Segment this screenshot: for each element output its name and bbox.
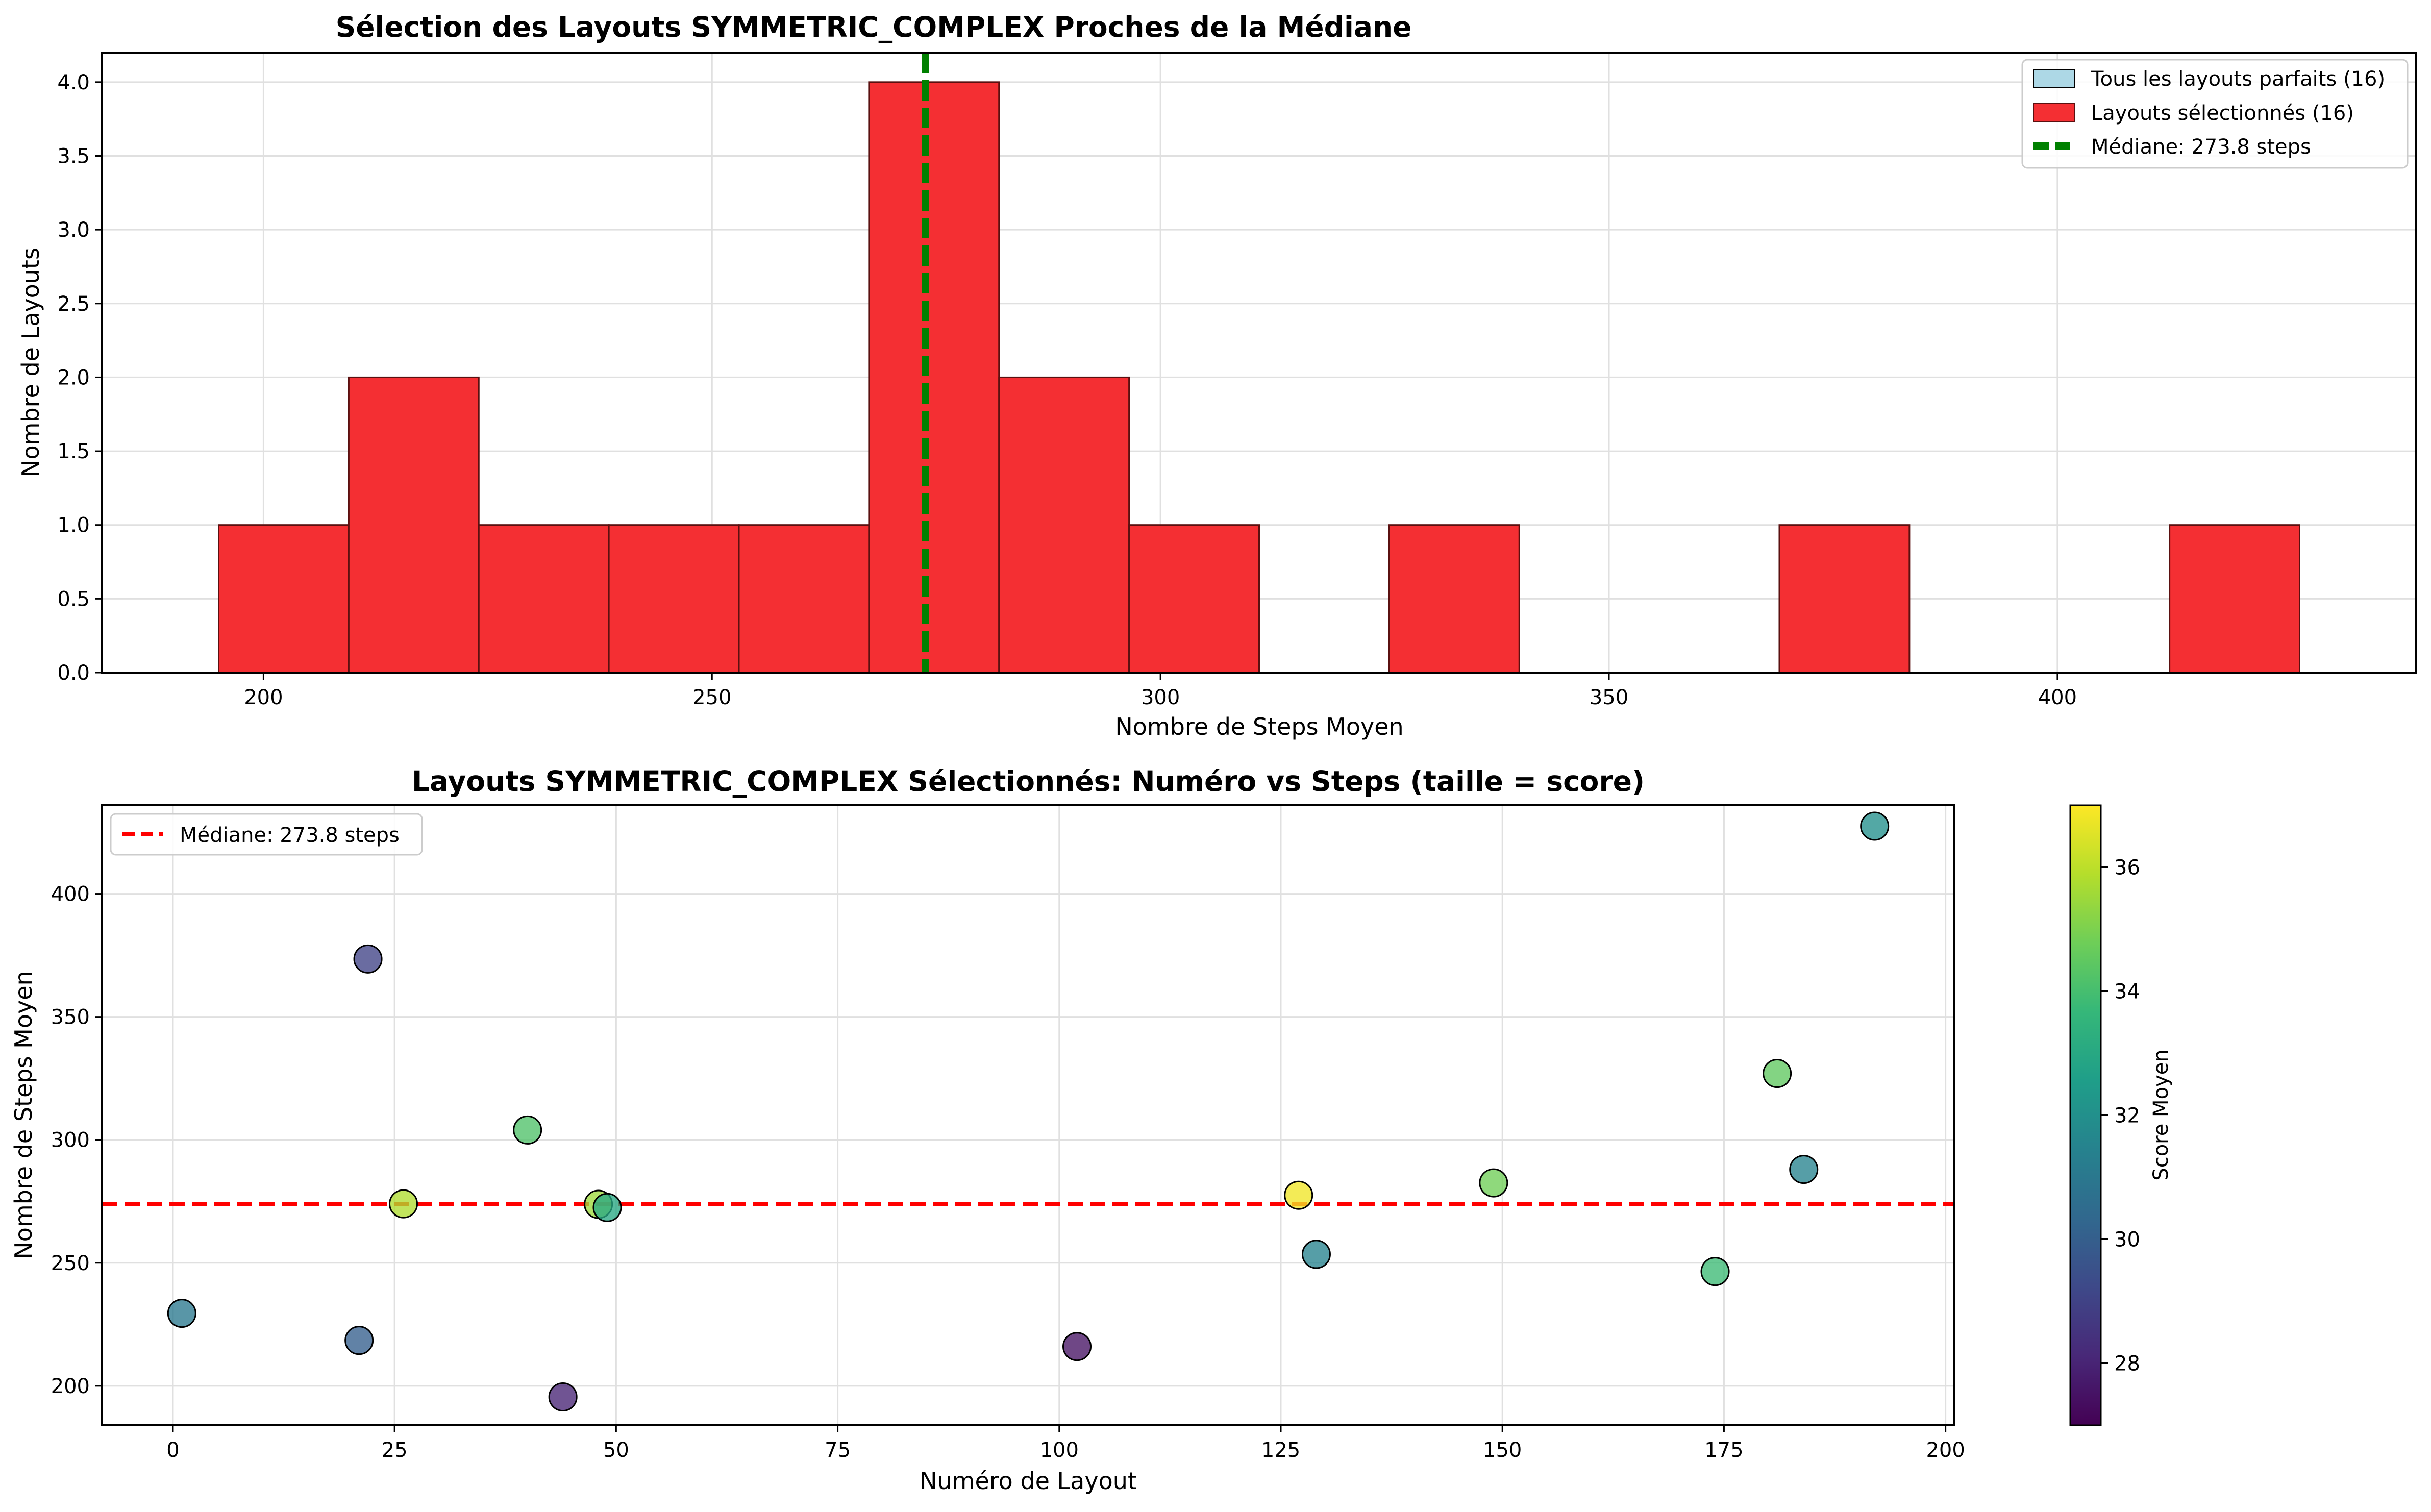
- x-tick-label: 300: [1141, 686, 1180, 709]
- histogram-bar: [738, 524, 870, 674]
- y-tick-label: 300: [51, 1129, 90, 1152]
- legend-label-median-bottom: Médiane: 273.8 steps: [180, 824, 400, 847]
- histogram-bar: [608, 524, 740, 674]
- scatter-legend: Médiane: 273.8 steps: [110, 813, 423, 856]
- histogram-bars: [218, 81, 2300, 674]
- scatter-point: [1789, 1155, 1819, 1184]
- y-tick-label: 1.5: [57, 440, 90, 463]
- x-tick-label: 125: [1261, 1439, 1300, 1462]
- y-tick-label: 350: [51, 1006, 90, 1029]
- y-tick-label: 400: [51, 883, 90, 906]
- scatter-plot-frame: [101, 804, 1955, 1426]
- y-tick-label: 2.0: [57, 366, 90, 389]
- histogram-legend: Tous les layouts parfaits (16) Layouts s…: [2021, 59, 2409, 169]
- x-tick-label: 350: [1590, 686, 1628, 709]
- scatter-point: [592, 1193, 622, 1222]
- histogram-bar: [998, 376, 1130, 674]
- y-tick-label: 4.0: [57, 71, 90, 94]
- legend-label-all-layouts: Tous les layouts parfaits (16): [2091, 67, 2385, 91]
- legend-label-selected-layouts: Layouts sélectionnés (16): [2091, 102, 2354, 125]
- scatter-point: [1700, 1257, 1730, 1286]
- histogram-plot-frame: [101, 52, 2417, 674]
- scatter-point: [353, 944, 383, 974]
- colorbar-tick-label: 34: [2114, 980, 2140, 1004]
- scatter-point: [344, 1326, 374, 1355]
- y-tick-label: 0.0: [57, 661, 90, 685]
- colorbar-tick-label: 30: [2114, 1228, 2140, 1252]
- x-tick-label: 75: [825, 1439, 851, 1462]
- colorbar: [2069, 804, 2102, 1426]
- histogram-bar: [2169, 524, 2300, 674]
- x-tick-label: 100: [1040, 1439, 1079, 1462]
- scatter-y-axis-label: Nombre de Steps Moyen: [10, 971, 37, 1259]
- scatter-point: [167, 1299, 196, 1328]
- x-tick-label: 0: [166, 1439, 179, 1462]
- scatter-point: [1763, 1059, 1792, 1088]
- histogram-panel: Sélection des Layouts SYMMETRIC_COMPLEX …: [17, 11, 2417, 740]
- histogram-legend-box: [2021, 59, 2409, 169]
- histogram-bar: [1128, 524, 1260, 674]
- colorbar-tick-label: 32: [2114, 1104, 2140, 1128]
- scatter-panel: Layouts SYMMETRIC_COMPLEX Sélectionnés: …: [10, 765, 2173, 1495]
- y-tick-label: 3.0: [57, 218, 90, 242]
- y-tick-label: 200: [51, 1375, 90, 1398]
- y-tick-label: 0.5: [57, 587, 90, 611]
- scatter-point: [1062, 1332, 1092, 1361]
- x-tick-label: 400: [2038, 686, 2077, 709]
- histogram-y-axis-label: Nombre de Layouts: [17, 247, 44, 477]
- y-tick-label: 3.5: [57, 145, 90, 168]
- x-tick-label: 50: [603, 1439, 629, 1462]
- scatter-point: [548, 1382, 578, 1412]
- colorbar-ticks: 28 30 32 34 36: [2101, 856, 2140, 1376]
- y-tick-label: 1.0: [57, 514, 90, 537]
- scatter-point: [1284, 1180, 1313, 1210]
- histogram-title: Sélection des Layouts SYMMETRIC_COMPLEX …: [336, 11, 1412, 43]
- scatter-points: [167, 811, 1890, 1412]
- histogram-bar: [478, 524, 610, 674]
- x-tick-label: 175: [1704, 1439, 1743, 1462]
- y-tick-label: 2.5: [57, 292, 90, 316]
- scatter-point: [389, 1189, 418, 1219]
- colorbar-tick-label: 36: [2114, 856, 2140, 880]
- legend-swatch-selected-layouts: [2033, 103, 2075, 122]
- histogram-bar: [868, 81, 1000, 674]
- x-tick-label: 25: [382, 1439, 408, 1462]
- histogram-x-axis-label: Nombre de Steps Moyen: [1115, 713, 1403, 740]
- histogram-bar: [1778, 524, 1911, 674]
- scatter-point: [1860, 811, 1890, 841]
- scatter-title: Layouts SYMMETRIC_COMPLEX Sélectionnés: …: [412, 765, 1645, 798]
- legend-label-median-top: Médiane: 273.8 steps: [2091, 135, 2311, 159]
- histogram-y-ticks: 0.0 0.5 1.0 1.5 2.0 2.5 3.0 3.5 4.0: [57, 71, 102, 685]
- scatter-y-ticks: 200 250 300 350 400: [51, 883, 102, 1398]
- colorbar-label: Score Moyen: [2149, 1049, 2173, 1180]
- x-tick-label: 150: [1483, 1439, 1522, 1462]
- legend-swatch-all-layouts: [2033, 69, 2075, 88]
- scatter-legend-box: [110, 813, 423, 856]
- x-tick-label: 200: [1926, 1439, 1965, 1462]
- y-tick-label: 250: [51, 1252, 90, 1275]
- scatter-x-ticks: 0 25 50 75 100 125 150 175 200: [166, 1425, 1965, 1462]
- histogram-bar: [348, 376, 480, 674]
- colorbar-tick-label: 28: [2114, 1352, 2140, 1376]
- histogram-bar: [1388, 524, 1520, 674]
- histogram-x-ticks: 200 250 300 350 400: [244, 673, 2077, 709]
- scatter-point: [1301, 1240, 1331, 1269]
- scatter-grid: [102, 805, 1954, 1425]
- scatter-point: [1479, 1168, 1508, 1198]
- histogram-bar: [218, 524, 350, 674]
- x-tick-label: 200: [244, 686, 283, 709]
- scatter-x-axis-label: Numéro de Layout: [920, 1467, 1137, 1495]
- scatter-point: [513, 1115, 542, 1145]
- x-tick-label: 250: [692, 686, 731, 709]
